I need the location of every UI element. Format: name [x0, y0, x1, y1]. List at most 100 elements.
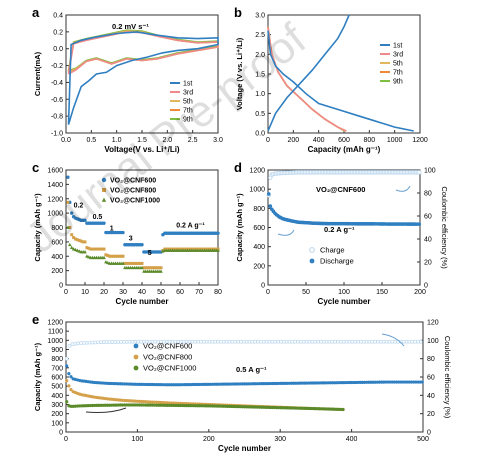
rate-point — [216, 248, 220, 252]
x-tick-label: 1000 — [387, 137, 403, 144]
rate-label: 0.5 — [93, 214, 103, 221]
y-tick-label: 600 — [253, 225, 265, 232]
y2-tick-label: 80 — [424, 191, 432, 198]
rate-label: 0.2 A g⁻¹ — [176, 223, 205, 230]
legend-marker — [133, 354, 139, 360]
rate-point — [140, 265, 144, 270]
rate-point — [87, 255, 91, 259]
discharge-point — [268, 204, 273, 208]
legend-entry: 9th — [183, 117, 193, 124]
y-tick-label: -0.6 — [51, 97, 63, 104]
arrow-right-axis — [381, 333, 405, 347]
rate-point — [79, 239, 83, 243]
x-tick-label: 150 — [376, 289, 388, 296]
rate-point — [75, 238, 79, 242]
legend-entry: VO₂@CNF800 — [143, 353, 192, 362]
capacity-point — [420, 380, 424, 384]
x-tick-label: 800 — [363, 137, 375, 144]
rate-point — [140, 243, 144, 247]
rate-point — [113, 254, 117, 258]
plot-frame — [65, 321, 424, 433]
gcd-series — [267, 30, 414, 132]
rate-label: 3 — [129, 235, 133, 242]
ce-point — [67, 343, 72, 348]
x-tick-label: 0.5 — [86, 137, 96, 144]
rate-point — [144, 266, 148, 270]
x-tick-label: 300 — [274, 436, 286, 443]
rate-point — [72, 236, 76, 240]
y-axis-label: Capacity (mAh g⁻¹) — [235, 193, 244, 262]
rate-point — [134, 261, 138, 265]
y-tick-label: 1200 — [47, 196, 63, 203]
rate-point — [96, 247, 100, 251]
y-tick-label: 1000 — [47, 338, 63, 345]
rate-point — [150, 266, 153, 270]
legend-entry: 7th — [393, 70, 403, 77]
y-tick-label: 400 — [51, 254, 63, 261]
rate-point — [131, 261, 134, 265]
legend-entry: 3rd — [393, 52, 403, 59]
rate-point — [102, 255, 106, 260]
x-tick-label: 200 — [203, 436, 215, 443]
y-tick-label: 1400 — [47, 182, 63, 189]
x-tick-label: 70 — [195, 289, 203, 296]
rate-point — [89, 247, 93, 251]
rate-point — [129, 261, 133, 265]
x-axis-label: Cycle number — [218, 444, 271, 453]
capacity-point — [67, 384, 71, 388]
y-tick-label: 200 — [51, 268, 63, 275]
capacity-point — [65, 400, 69, 404]
rate-point — [117, 254, 121, 258]
y-axis-label: Current(mA) — [33, 51, 42, 96]
y-axis-label: Capacity (mAh g⁻¹) — [33, 342, 42, 411]
legend-marker — [101, 177, 107, 183]
x-tick-label: 500 — [417, 436, 429, 443]
y2-tick-label: 100 — [424, 168, 436, 175]
discharge-point — [266, 192, 271, 196]
y-tick-label: 400 — [253, 244, 265, 251]
x-tick-label: 0 — [64, 436, 68, 443]
rate-label: 0.2 — [74, 202, 84, 209]
y-tick-label: 0 — [59, 430, 63, 437]
rate-point — [83, 218, 87, 223]
y-tick-label: 0.4 — [53, 13, 63, 20]
y-tick-label: 1200 — [249, 168, 265, 175]
rate-point — [159, 269, 163, 273]
capacity-point — [69, 388, 73, 392]
rate-label: 1 — [110, 225, 114, 232]
y-tick-label: 1600 — [47, 168, 63, 175]
x-axis-label: Cycle number — [116, 297, 169, 306]
rate-point — [66, 225, 70, 229]
material-annotation: VO₂@CNF600 — [316, 185, 365, 194]
rate-point — [106, 260, 110, 265]
y-tick-label: 1.5 — [255, 72, 265, 79]
rate-point — [68, 226, 72, 229]
panel-d: d0 50 100 150 200020040060080010001200020406… — [234, 160, 449, 306]
legend-marker — [133, 365, 139, 371]
rate-point — [81, 240, 85, 244]
x-tick-label: 0 — [64, 289, 68, 296]
rate-point — [148, 266, 152, 270]
rate-point — [159, 266, 163, 270]
rate-point — [119, 254, 123, 258]
gcd-series — [267, 14, 350, 132]
rate-point — [108, 254, 112, 258]
rate-point — [121, 254, 125, 258]
legend-entry: VO₂@CNF600 — [110, 178, 156, 185]
panel-e: e0 100 200 300 400 50001002003004005006007008… — [32, 312, 452, 453]
rate-point — [77, 249, 82, 253]
rate-point — [125, 261, 129, 265]
rate-point — [110, 254, 114, 258]
y-tick-label: 0 — [261, 283, 265, 290]
legend-entry: 3rd — [183, 90, 193, 97]
legend-entry: 7th — [183, 108, 193, 115]
rate-point — [77, 238, 81, 242]
y-axis-label: Voltage (V vs. Li⁺/Li) — [235, 37, 244, 110]
panel-label: c — [32, 160, 39, 175]
y-tick-label: 900 — [51, 347, 63, 354]
rate-point — [146, 266, 150, 270]
rate-point — [73, 247, 78, 252]
legend-entry: 1st — [183, 81, 192, 88]
rate-point — [83, 240, 87, 244]
